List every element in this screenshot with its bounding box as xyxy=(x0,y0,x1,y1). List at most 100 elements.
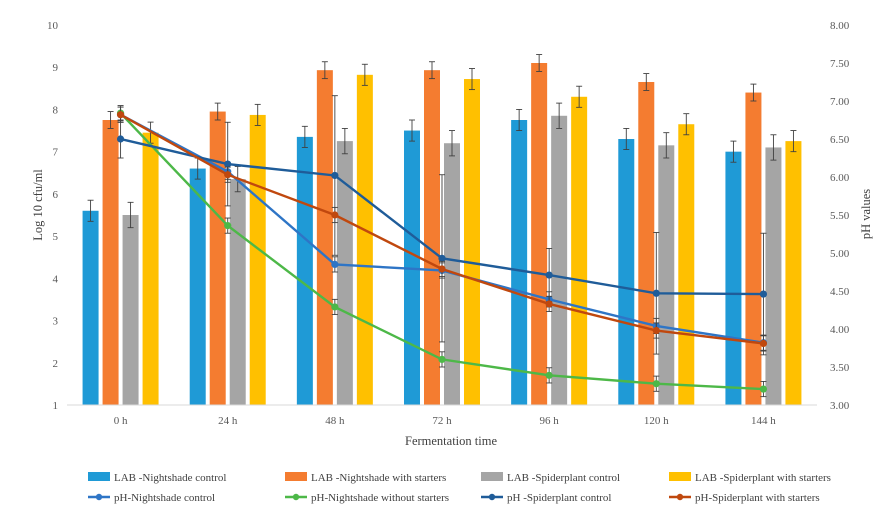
bar xyxy=(745,92,762,406)
point xyxy=(652,326,660,335)
bar-error xyxy=(623,127,630,151)
y-tick-label: 4 xyxy=(53,273,59,285)
ticks-layer: 1 2 3 4 5 6 7 8 9 10 3.00 3.50 4.00 4.50 5.00 5.50 6.00 6… xyxy=(47,20,850,427)
y-tick-label: 2 xyxy=(53,358,59,370)
y2-tick-label: 4.00 xyxy=(830,324,850,336)
point xyxy=(331,171,339,180)
point xyxy=(652,289,660,297)
legend-marker xyxy=(95,493,103,501)
y2-tick-label: 7.00 xyxy=(830,96,850,108)
bar xyxy=(531,63,548,405)
bar xyxy=(209,111,226,406)
x-tick-label: 96 h xyxy=(540,415,560,427)
bar xyxy=(189,168,206,405)
y2-tick-label: 4.50 xyxy=(830,286,850,298)
y2-tick-label: 6.50 xyxy=(830,134,850,146)
bar-error xyxy=(449,130,455,157)
y2-tick-label: 5.50 xyxy=(830,210,850,222)
legend-marker xyxy=(676,493,684,501)
legend-item-ph-spiderplant-control: pH -Spiderplant control xyxy=(481,492,611,504)
point xyxy=(224,171,232,179)
bar-error xyxy=(683,113,690,136)
legend-item-ph-nightshade-control: pH-Nightshade control xyxy=(88,492,215,504)
y-tick-label: 6 xyxy=(53,189,59,201)
bar xyxy=(511,120,528,405)
bar-series-lab-nightshade-control xyxy=(82,108,742,406)
bar-error xyxy=(643,73,650,91)
point xyxy=(438,265,446,273)
y-tick-label: 1 xyxy=(53,400,59,412)
legend-marker xyxy=(292,493,300,501)
bar-error xyxy=(790,130,797,153)
bar xyxy=(424,70,440,405)
y2-tick-label: 5.00 xyxy=(830,248,850,260)
bar-error xyxy=(750,83,757,102)
point xyxy=(652,380,660,388)
x-tick-label: 48 h xyxy=(325,415,345,427)
legend-label: pH-Spiderplant with starters xyxy=(695,492,820,504)
bar xyxy=(785,141,802,405)
y-tick-label: 5 xyxy=(53,231,59,243)
bar xyxy=(336,141,353,405)
bar-error xyxy=(214,102,221,121)
legend-item-lab-nightshade-control: LAB -Nightshade control xyxy=(88,472,226,484)
bar-series-lab-spiderplant-control xyxy=(122,102,782,406)
point xyxy=(545,271,553,279)
y2-tick-label: 3.00 xyxy=(830,400,850,412)
point xyxy=(438,254,446,262)
bar xyxy=(249,114,266,405)
legend-item-lab-nightshade-with-starters: LAB -Nightshade with starters xyxy=(285,472,446,484)
legend-item-lab-spiderplant-with-starters: LAB -Spiderplant with starters xyxy=(669,472,831,484)
legend-label: LAB -Nightshade with starters xyxy=(311,472,446,484)
y2-tick-label: 6.00 xyxy=(830,172,850,184)
bar xyxy=(82,210,99,405)
x-tick-label: 144 h xyxy=(751,415,776,427)
line-series-ph-spiderplant-with-starters xyxy=(116,106,768,352)
y2-tick-label: 3.50 xyxy=(830,362,850,374)
bar xyxy=(122,215,139,405)
x-tick-label: 24 h xyxy=(218,415,238,427)
lines-layer xyxy=(116,95,768,398)
bar-error xyxy=(770,134,777,161)
legend-item-ph-spiderplant-with-starters: pH-Spiderplant with starters xyxy=(669,492,820,504)
bar xyxy=(551,115,568,406)
bar-error xyxy=(663,132,670,159)
point xyxy=(759,385,768,393)
bar xyxy=(765,147,782,405)
bar-error xyxy=(254,103,261,126)
legend-marker xyxy=(488,493,496,501)
point xyxy=(545,371,553,379)
bar-error xyxy=(516,108,523,132)
bars-layer xyxy=(82,54,802,406)
bar xyxy=(658,145,675,406)
bar-error xyxy=(576,85,583,108)
legend-swatch xyxy=(669,472,691,481)
bar-error xyxy=(127,201,134,229)
bar xyxy=(142,132,159,405)
bar-error xyxy=(361,63,368,86)
y-tick-label: 8 xyxy=(53,104,59,116)
legend-label: pH -Spiderplant control xyxy=(507,492,611,504)
point xyxy=(116,111,125,119)
bar xyxy=(725,151,742,405)
bar xyxy=(678,124,695,405)
legend-item-ph-nightshade-without-starters: pH-Nightshade without starters xyxy=(285,492,449,504)
y2-tick-label: 7.50 xyxy=(830,58,850,70)
x-tick-label: 0 h xyxy=(114,415,128,427)
bar-error xyxy=(409,119,415,142)
y2-tick-label: 8.00 xyxy=(830,20,850,32)
y2-axis-title: pH values xyxy=(859,189,873,239)
y-tick-label: 9 xyxy=(53,62,59,74)
point xyxy=(759,339,768,348)
x-axis-title: Fermentation time xyxy=(405,434,497,448)
point xyxy=(759,290,768,298)
y-tick-label: 7 xyxy=(53,147,59,159)
bar xyxy=(464,79,480,406)
bar xyxy=(316,70,333,405)
point xyxy=(545,300,553,308)
point xyxy=(224,160,232,168)
legend-label: LAB -Spiderplant with starters xyxy=(695,472,831,484)
legend-label: pH-Nightshade without starters xyxy=(311,492,449,504)
legend-label: pH-Nightshade control xyxy=(114,492,215,504)
